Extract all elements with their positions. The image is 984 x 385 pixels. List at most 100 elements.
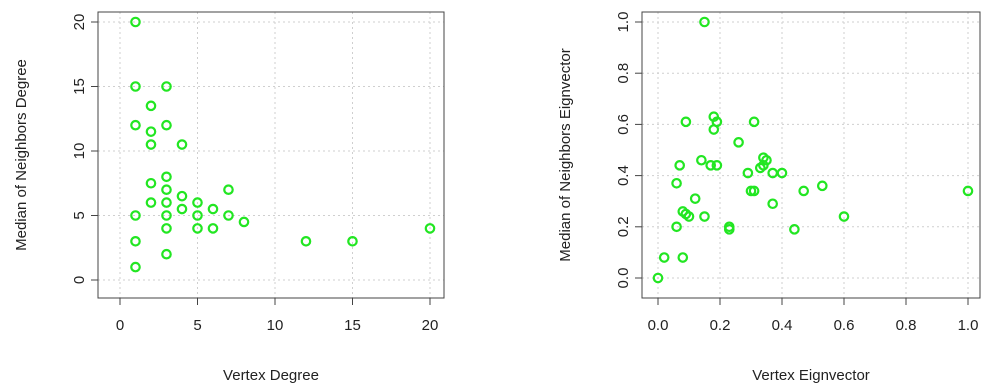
y-tick-label: 15 <box>71 78 88 95</box>
data-point <box>145 177 157 189</box>
data-point <box>776 167 788 179</box>
data-point <box>347 236 358 247</box>
degree-plot-frame <box>97 11 445 299</box>
data-point <box>658 252 670 263</box>
data-point <box>207 223 219 234</box>
data-point <box>192 197 203 208</box>
data-point <box>652 272 664 284</box>
y-tick-label: 1.0 <box>615 12 632 33</box>
y-tick-label: 0.0 <box>615 268 632 289</box>
x-tick-label: 15 <box>344 317 361 334</box>
data-point <box>733 137 744 148</box>
eigenvector-y-axis-title: Median of Neighbors Eignvector <box>557 48 574 261</box>
degree-points <box>130 16 436 273</box>
data-point <box>145 126 157 137</box>
x-tick-label: 5 <box>193 317 201 334</box>
data-point <box>767 198 778 210</box>
data-point <box>238 216 250 228</box>
data-point <box>207 203 219 215</box>
data-point <box>711 160 723 171</box>
degree-x-axis-title: Vertex Degree <box>223 367 319 384</box>
degree-scatter-panel: 0 5 10 15 20 0 5 10 15 20 Vertex Degree Median o… <box>13 11 445 384</box>
y-tick-label: 0 <box>71 276 88 284</box>
data-point <box>130 81 141 92</box>
data-point <box>671 177 682 189</box>
y-tick-label: 0.8 <box>615 63 632 84</box>
x-tick-label: 0.0 <box>648 317 669 334</box>
data-point <box>161 184 172 195</box>
data-point <box>161 171 172 183</box>
degree-grid <box>98 12 444 298</box>
eigenvector-x-ticks: 0.0 0.2 0.4 0.6 0.8 1.0 <box>648 298 979 334</box>
data-point <box>748 185 760 197</box>
x-tick-label: 0.2 <box>710 317 731 334</box>
x-tick-label: 0 <box>116 317 124 334</box>
data-point <box>838 211 850 222</box>
x-tick-label: 20 <box>422 317 439 334</box>
eigenvector-scatter-panel: 0.0 0.2 0.4 0.6 0.8 1.0 0.0 0.2 0.4 0.6 0.8 1.0 Ve… <box>557 11 981 384</box>
data-point <box>223 210 234 221</box>
data-point <box>161 81 172 92</box>
data-point <box>161 223 172 234</box>
data-point <box>705 160 716 171</box>
y-tick-label: 0.4 <box>615 165 632 186</box>
data-point <box>754 162 766 174</box>
x-tick-label: 0.6 <box>834 317 855 334</box>
data-point <box>723 224 735 235</box>
y-tick-label: 20 <box>71 14 88 31</box>
data-point <box>699 16 710 28</box>
data-point <box>176 139 188 150</box>
y-tick-label: 10 <box>71 143 88 160</box>
degree-y-ticks: 0 5 10 15 20 <box>71 14 98 284</box>
data-point <box>424 223 436 234</box>
degree-x-ticks: 0 5 10 15 20 <box>116 298 439 334</box>
data-point <box>674 160 685 171</box>
x-tick-label: 0.8 <box>896 317 917 334</box>
data-point <box>816 180 828 192</box>
eigenvector-points <box>652 16 974 284</box>
data-point <box>130 261 141 273</box>
data-point <box>742 167 754 179</box>
data-point <box>708 124 720 135</box>
data-point <box>161 248 172 260</box>
eigenvector-grid <box>642 12 980 298</box>
data-point <box>680 116 692 128</box>
data-point <box>192 210 203 221</box>
eigenvector-plot-frame <box>641 11 981 299</box>
data-point <box>798 185 809 197</box>
data-point <box>176 190 188 202</box>
data-point <box>689 193 701 204</box>
data-point <box>130 210 141 221</box>
data-point <box>145 197 157 208</box>
x-tick-label: 10 <box>267 317 284 334</box>
degree-y-axis-title: Median of Neighbors Degree <box>13 59 30 251</box>
data-point <box>161 210 172 221</box>
data-point <box>130 236 141 247</box>
data-point <box>683 211 695 222</box>
y-tick-label: 0.6 <box>615 114 632 135</box>
data-point <box>130 119 141 131</box>
data-point <box>223 184 234 195</box>
data-point <box>699 211 710 222</box>
data-point <box>192 223 203 234</box>
data-point <box>161 197 172 208</box>
data-point <box>161 119 172 131</box>
data-point <box>300 236 312 247</box>
data-point <box>789 224 800 235</box>
data-point <box>145 139 157 150</box>
data-point <box>176 203 188 215</box>
data-point <box>748 116 760 128</box>
eigenvector-x-axis-title: Vertex Eignvector <box>752 367 870 384</box>
x-tick-label: 0.4 <box>772 317 793 334</box>
data-point <box>677 252 689 263</box>
x-tick-label: 1.0 <box>958 317 979 334</box>
data-point <box>671 221 682 233</box>
data-point <box>962 185 974 197</box>
data-point <box>696 154 707 166</box>
y-tick-label: 0.2 <box>615 216 632 237</box>
y-tick-label: 5 <box>71 211 88 219</box>
data-point <box>130 16 141 28</box>
eigenvector-y-ticks: 0.0 0.2 0.4 0.6 0.8 1.0 <box>615 12 642 289</box>
data-point <box>145 100 157 112</box>
